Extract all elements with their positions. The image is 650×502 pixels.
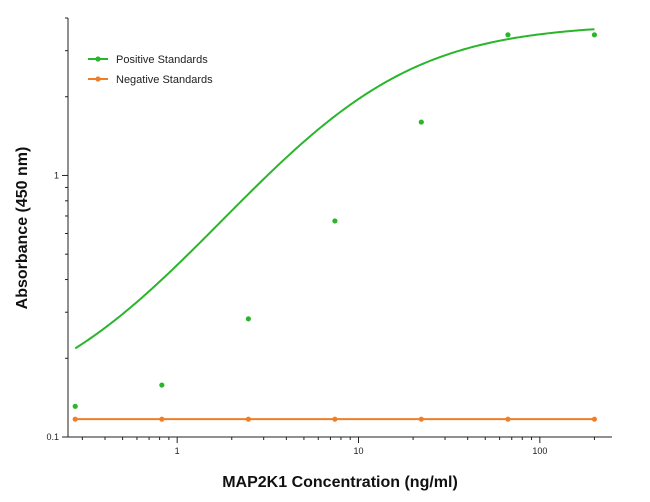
data-point-series-2 xyxy=(159,416,165,422)
fit-curves xyxy=(74,28,595,421)
x-axis-title: MAP2K1 Concentration (ng/ml) xyxy=(222,474,458,491)
data-point-series-1 xyxy=(245,316,251,322)
legend-marker xyxy=(95,56,101,62)
data-point-series-1 xyxy=(418,119,424,125)
y-axis-title: Absorbance (450 nm) xyxy=(14,147,31,310)
data-point-series-1 xyxy=(159,382,165,388)
legend-label: Positive Standards xyxy=(116,54,208,66)
data-point-series-1 xyxy=(505,32,511,38)
data-point-series-1 xyxy=(591,32,598,38)
data-point-series-2 xyxy=(505,416,511,422)
axes xyxy=(67,18,612,438)
data-point-series-2 xyxy=(591,416,598,422)
data-point-series-2 xyxy=(418,416,424,422)
legend-marker xyxy=(95,76,101,82)
legend-label: Negative Standards xyxy=(116,74,213,86)
fit-curve-series-1 xyxy=(74,28,595,350)
x-tick-label: 10 xyxy=(353,446,363,456)
data-point-series-1 xyxy=(332,218,338,224)
data-point-series-1 xyxy=(72,403,78,409)
y-tick-label: 1 xyxy=(54,170,59,180)
ticks: 1 10 100 0.1 1 xyxy=(46,17,595,456)
data-point-series-2 xyxy=(245,416,251,422)
x-tick-label: 100 xyxy=(532,446,547,456)
x-tick-label: 1 xyxy=(175,446,180,456)
data-point-series-2 xyxy=(72,416,78,422)
data-point-series-2 xyxy=(332,416,338,422)
legend: Positive Standards Negative Standards xyxy=(88,54,213,86)
y-tick-label: 0.1 xyxy=(46,432,59,442)
data-points xyxy=(72,32,598,422)
